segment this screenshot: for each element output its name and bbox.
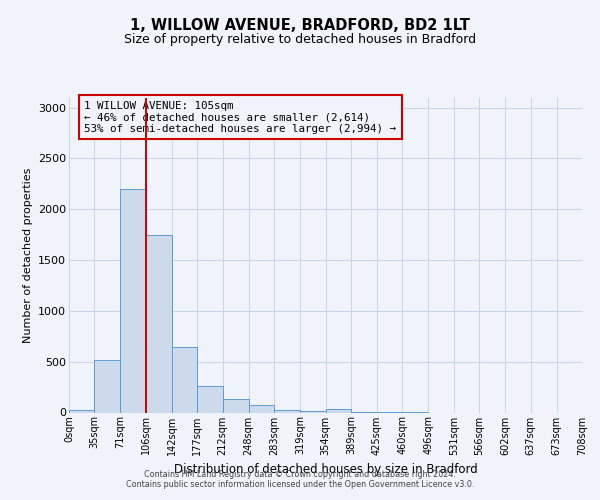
Bar [274,410,300,412]
Bar [325,410,351,412]
Text: Contains HM Land Registry data © Crown copyright and database right 2024.
Contai: Contains HM Land Registry data © Crown c… [126,470,474,489]
Bar [69,410,94,412]
Text: 1, WILLOW AVENUE, BRADFORD, BD2 1LT: 1, WILLOW AVENUE, BRADFORD, BD2 1LT [130,18,470,32]
Bar [94,360,121,412]
Bar [197,386,223,412]
X-axis label: Distribution of detached houses by size in Bradford: Distribution of detached houses by size … [173,463,478,476]
Bar [121,189,146,412]
Bar [172,348,197,412]
Y-axis label: Number of detached properties: Number of detached properties [23,168,32,342]
Bar [146,234,172,412]
Text: Size of property relative to detached houses in Bradford: Size of property relative to detached ho… [124,32,476,46]
Bar [223,400,248,412]
Bar [248,405,274,412]
Text: 1 WILLOW AVENUE: 105sqm
← 46% of detached houses are smaller (2,614)
53% of semi: 1 WILLOW AVENUE: 105sqm ← 46% of detache… [85,100,397,134]
